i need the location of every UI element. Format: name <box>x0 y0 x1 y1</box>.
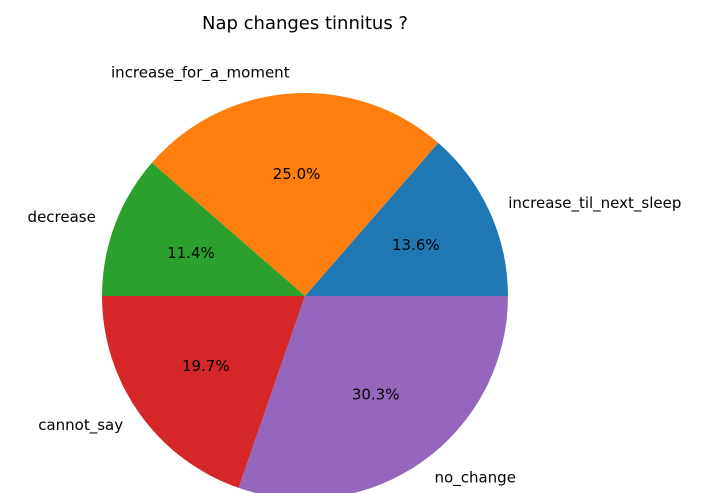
pie-wedge <box>102 296 305 488</box>
pie-wedge <box>305 142 508 296</box>
slice-label: cannot_say <box>38 416 123 435</box>
slice-label: increase_for_a_moment <box>111 64 290 83</box>
value-label: 30.3% <box>352 386 400 404</box>
pie-wedge <box>238 296 508 493</box>
value-label: 19.7% <box>182 357 230 375</box>
pie-wedge <box>151 92 439 296</box>
value-label: 25.0% <box>273 165 321 183</box>
slice-label: increase_til_next_sleep <box>508 194 681 213</box>
value-label: 11.4% <box>167 244 215 262</box>
slice-label: decrease <box>28 208 96 226</box>
chart-title: Nap changes tinnitus ? <box>202 13 408 34</box>
value-label: 13.6% <box>392 236 440 254</box>
pie-wedge <box>102 162 305 296</box>
slice-label: no_change <box>435 468 516 487</box>
